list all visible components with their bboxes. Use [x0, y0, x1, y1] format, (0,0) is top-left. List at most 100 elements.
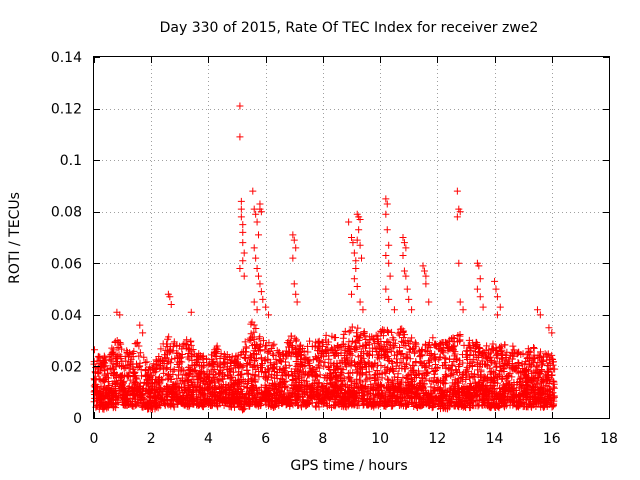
data-point	[399, 252, 407, 260]
data-point	[515, 361, 523, 369]
data-point	[285, 361, 293, 369]
data-point	[250, 336, 258, 344]
data-point	[255, 231, 263, 239]
data-point	[427, 383, 435, 391]
data-point	[286, 348, 294, 356]
data-point	[377, 362, 385, 370]
data-point	[162, 346, 170, 354]
data-point	[462, 375, 470, 383]
data-point	[178, 365, 186, 373]
data-point	[477, 373, 485, 381]
data-point	[445, 355, 453, 363]
data-point	[94, 370, 102, 378]
data-point	[262, 303, 270, 311]
data-point	[118, 357, 126, 365]
data-point	[117, 376, 125, 384]
data-point	[399, 234, 407, 241]
data-point	[448, 361, 456, 369]
data-point	[331, 398, 339, 406]
data-point	[290, 236, 298, 244]
data-point	[247, 320, 255, 328]
data-point	[216, 363, 224, 371]
data-point	[306, 337, 314, 345]
data-point	[316, 357, 324, 365]
data-point	[236, 361, 244, 369]
data-point	[399, 329, 407, 337]
data-point	[187, 351, 195, 359]
data-point	[521, 360, 529, 368]
data-point	[165, 333, 173, 341]
data-point	[500, 364, 508, 372]
data-point	[402, 244, 410, 252]
data-point	[473, 359, 481, 367]
data-point	[489, 370, 497, 378]
data-point	[239, 239, 247, 247]
data-point	[322, 346, 330, 354]
y-axis-tick-labels: 0 0.02 0.04 0.06 0.08 0.1 0.12 0.14	[51, 50, 82, 427]
data-point	[513, 381, 521, 389]
data-point	[273, 359, 281, 367]
data-point	[252, 254, 260, 262]
data-point	[465, 336, 473, 344]
data-point	[220, 354, 228, 362]
data-point	[353, 329, 361, 337]
data-point	[204, 361, 212, 369]
data-point	[348, 290, 355, 298]
data-point	[292, 337, 300, 345]
x-tick-label: 8	[318, 431, 327, 447]
data-point	[234, 355, 242, 363]
data-point	[443, 372, 451, 380]
data-point	[383, 200, 391, 208]
data-point	[239, 221, 247, 229]
data-point	[319, 338, 327, 346]
data-point	[440, 380, 448, 388]
x-tick-label: 12	[428, 431, 446, 447]
data-point	[239, 257, 247, 265]
y-tick-label: 0.04	[51, 308, 82, 324]
data-point	[366, 347, 374, 355]
data-point	[338, 380, 346, 388]
data-point	[385, 241, 393, 249]
data-point	[187, 341, 195, 349]
data-point	[228, 373, 236, 381]
data-point	[375, 355, 383, 363]
data-point	[151, 366, 159, 374]
data-point	[384, 327, 392, 335]
data-point	[383, 226, 391, 234]
data-point	[284, 352, 292, 360]
data-point	[236, 133, 244, 141]
data-point	[355, 226, 363, 234]
data-point	[368, 361, 376, 369]
data-point	[385, 295, 393, 303]
data-point	[382, 195, 390, 203]
data-point	[268, 370, 276, 378]
data-point	[353, 282, 361, 290]
data-point	[420, 267, 428, 275]
data-point	[157, 345, 165, 353]
data-point	[297, 341, 305, 349]
data-point	[538, 360, 546, 368]
data-point	[289, 231, 297, 239]
data-point	[113, 344, 121, 352]
data-point	[101, 375, 109, 383]
data-point	[344, 373, 352, 381]
y-tick-label: 0	[73, 411, 82, 427]
data-point	[497, 347, 505, 355]
data-point	[549, 365, 557, 373]
data-point	[270, 351, 278, 359]
x-tick-label: 16	[543, 431, 561, 447]
data-point	[430, 367, 438, 375]
data-point	[385, 259, 393, 267]
data-point	[463, 363, 471, 371]
data-point	[377, 344, 385, 352]
data-point	[373, 347, 381, 355]
data-point	[248, 376, 256, 384]
data-point	[466, 343, 474, 351]
data-point	[140, 353, 148, 361]
data-point	[349, 337, 357, 345]
data-point	[456, 298, 464, 306]
data-point	[170, 365, 178, 373]
data-point	[530, 359, 538, 367]
data-point	[492, 285, 500, 293]
